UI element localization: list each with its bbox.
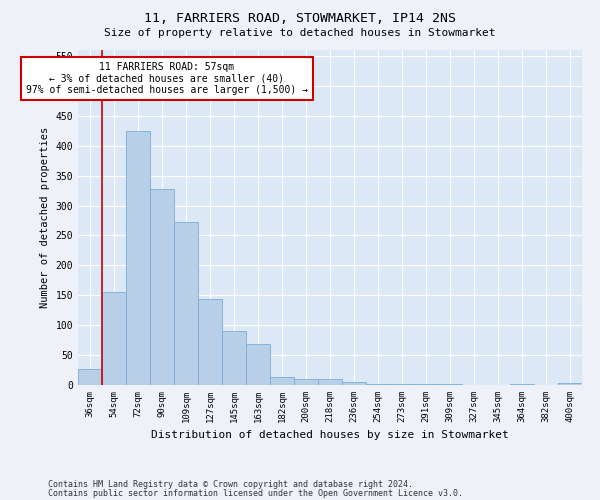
- Bar: [558, 382, 582, 385]
- Text: 11 FARRIERS ROAD: 57sqm
← 3% of detached houses are smaller (40)
97% of semi-det: 11 FARRIERS ROAD: 57sqm ← 3% of detached…: [26, 62, 308, 95]
- Bar: [438, 384, 462, 385]
- Bar: [366, 384, 390, 385]
- Bar: [78, 369, 102, 385]
- Bar: [246, 344, 270, 385]
- Text: 11, FARRIERS ROAD, STOWMARKET, IP14 2NS: 11, FARRIERS ROAD, STOWMARKET, IP14 2NS: [144, 12, 456, 26]
- Bar: [198, 299, 222, 385]
- Bar: [126, 131, 150, 385]
- Text: Contains public sector information licensed under the Open Government Licence v3: Contains public sector information licen…: [48, 488, 463, 498]
- Bar: [342, 382, 366, 385]
- Bar: [510, 384, 534, 385]
- Y-axis label: Number of detached properties: Number of detached properties: [40, 127, 50, 308]
- Bar: [150, 190, 174, 385]
- Bar: [174, 222, 198, 385]
- Bar: [222, 330, 246, 385]
- Text: Contains HM Land Registry data © Crown copyright and database right 2024.: Contains HM Land Registry data © Crown c…: [48, 480, 413, 489]
- Bar: [414, 384, 438, 385]
- Bar: [294, 379, 318, 385]
- Bar: [270, 377, 294, 385]
- Bar: [102, 292, 126, 385]
- Text: Size of property relative to detached houses in Stowmarket: Size of property relative to detached ho…: [104, 28, 496, 38]
- Bar: [390, 384, 414, 385]
- X-axis label: Distribution of detached houses by size in Stowmarket: Distribution of detached houses by size …: [151, 430, 509, 440]
- Bar: [318, 379, 342, 385]
